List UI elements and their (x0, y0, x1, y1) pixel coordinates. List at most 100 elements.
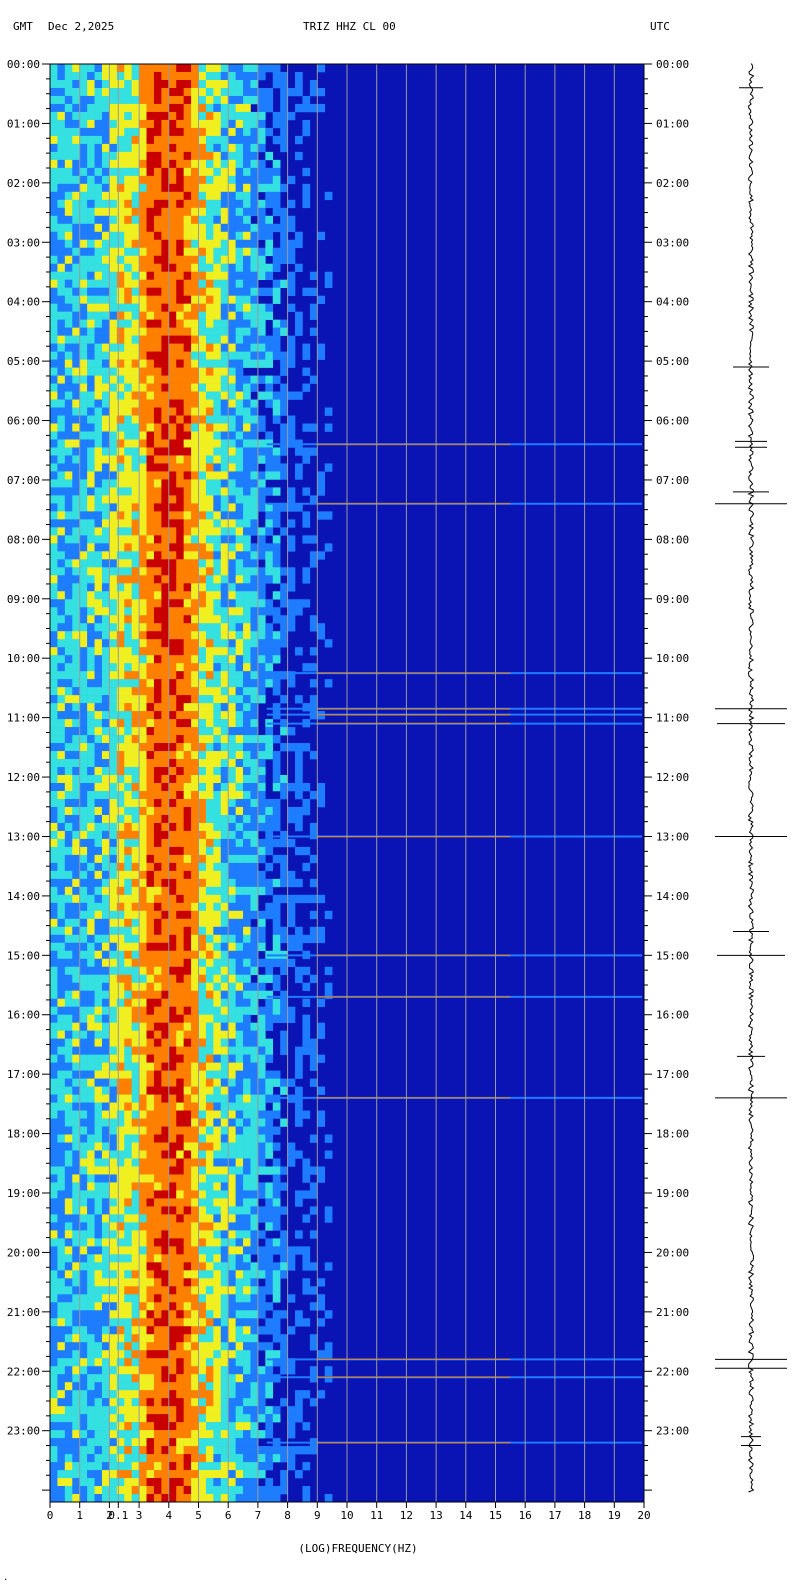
heatmap-cell (280, 567, 288, 576)
heatmap-cell (87, 671, 95, 680)
heatmap-cell (57, 1222, 66, 1231)
heatmap-cell (94, 846, 103, 856)
heatmap-cell (79, 447, 88, 456)
heatmap-cell (94, 1246, 103, 1255)
heatmap-cell (72, 1222, 80, 1231)
heatmap-cell (124, 263, 132, 273)
heatmap-cell (64, 231, 73, 241)
heatmap-cell (161, 695, 170, 704)
heatmap-cell (243, 111, 251, 121)
heatmap-cell (131, 447, 140, 456)
heatmap-cell (109, 87, 118, 97)
heatmap-cell (94, 1182, 103, 1191)
heatmap-cell (50, 287, 58, 296)
heatmap-cell (161, 223, 170, 233)
heatmap-cell (191, 575, 199, 584)
heatmap-cell (116, 471, 125, 480)
heatmap-cell (213, 79, 222, 89)
heatmap-cell (235, 838, 244, 848)
heatmap-cell (146, 519, 155, 528)
heatmap-cell (191, 1174, 199, 1183)
heatmap-cell (235, 367, 244, 376)
heatmap-cell (64, 1118, 73, 1127)
heatmap-cell (220, 790, 229, 800)
heatmap-cell (72, 583, 80, 592)
heatmap-cell (257, 95, 266, 105)
heatmap-cell (213, 695, 222, 704)
heatmap-cell (257, 199, 266, 209)
heatmap-cell (287, 1254, 296, 1263)
heatmap-cell (139, 159, 147, 169)
heatmap-cell (250, 135, 259, 145)
heatmap-cell (116, 263, 125, 273)
heatmap-cell (94, 383, 103, 392)
heatmap-cell (57, 591, 66, 600)
heatmap-cell (235, 806, 244, 816)
heatmap-cell (198, 1230, 207, 1239)
heatmap-cell (94, 231, 103, 241)
heatmap-cell (131, 918, 140, 928)
heatmap-cell (213, 934, 222, 944)
heatmap-cell (302, 287, 311, 296)
heatmap-cell (309, 1054, 318, 1063)
heatmap-cell (94, 271, 103, 280)
heatmap-cell (124, 279, 132, 288)
heatmap-cell (87, 830, 95, 840)
heatmap-cell (287, 934, 296, 944)
heatmap-cell (94, 687, 103, 696)
heatmap-cell (146, 846, 155, 856)
heatmap-cell (213, 1190, 222, 1199)
heatmap-cell (139, 671, 147, 680)
heatmap-cell (257, 695, 266, 704)
heatmap-cell (198, 974, 207, 984)
heatmap-cell (64, 215, 73, 225)
heatmap-cell (146, 838, 155, 848)
heatmap-cell (168, 287, 177, 296)
heatmap-cell (243, 862, 251, 872)
heatmap-cell (205, 591, 214, 600)
heatmap-cell (139, 1238, 147, 1247)
heatmap-cell (72, 1270, 80, 1279)
heatmap-cell (50, 806, 58, 816)
heatmap-cell (183, 487, 192, 496)
heatmap-cell (139, 607, 147, 616)
heatmap-cell (101, 535, 110, 544)
heatmap-cell (213, 1078, 222, 1087)
heatmap-cell (257, 1158, 266, 1167)
heatmap-cell (116, 798, 125, 808)
heatmap-cell (287, 567, 296, 576)
heatmap-cell (213, 391, 222, 400)
heatmap-cell (205, 1086, 214, 1095)
heatmap-cell (139, 407, 147, 416)
heatmap-cell (153, 319, 162, 328)
heatmap-cell (116, 806, 125, 816)
heatmap-cell (250, 1238, 259, 1247)
heatmap-cell (146, 958, 155, 968)
heatmap-cell (265, 239, 274, 249)
heatmap-cell (183, 343, 192, 352)
heatmap-cell (272, 1190, 281, 1199)
heatmap-cell (139, 910, 147, 920)
heatmap-cell (176, 207, 184, 217)
heatmap-cell (198, 575, 207, 584)
heatmap-cell (198, 215, 207, 225)
heatmap-cell (153, 1214, 162, 1223)
heatmap-cell (205, 735, 214, 744)
heatmap-cell (64, 727, 73, 736)
heatmap-cell (205, 127, 214, 137)
heatmap-cell (94, 511, 103, 520)
heatmap-cell (50, 295, 58, 304)
heatmap-cell (168, 711, 177, 720)
heatmap-cell (131, 775, 140, 784)
heatmap-cell (198, 671, 207, 680)
heatmap-cell (79, 631, 88, 640)
heatmap-cell (146, 1142, 155, 1151)
heatmap-cell (213, 1046, 222, 1055)
heatmap-cell (176, 1238, 184, 1247)
heatmap-cell (302, 95, 311, 105)
heatmap-cell (205, 894, 214, 904)
heatmap-cell (228, 591, 236, 600)
heatmap-cell (139, 862, 147, 872)
heatmap-cell (87, 822, 95, 832)
heatmap-cell (72, 559, 80, 568)
